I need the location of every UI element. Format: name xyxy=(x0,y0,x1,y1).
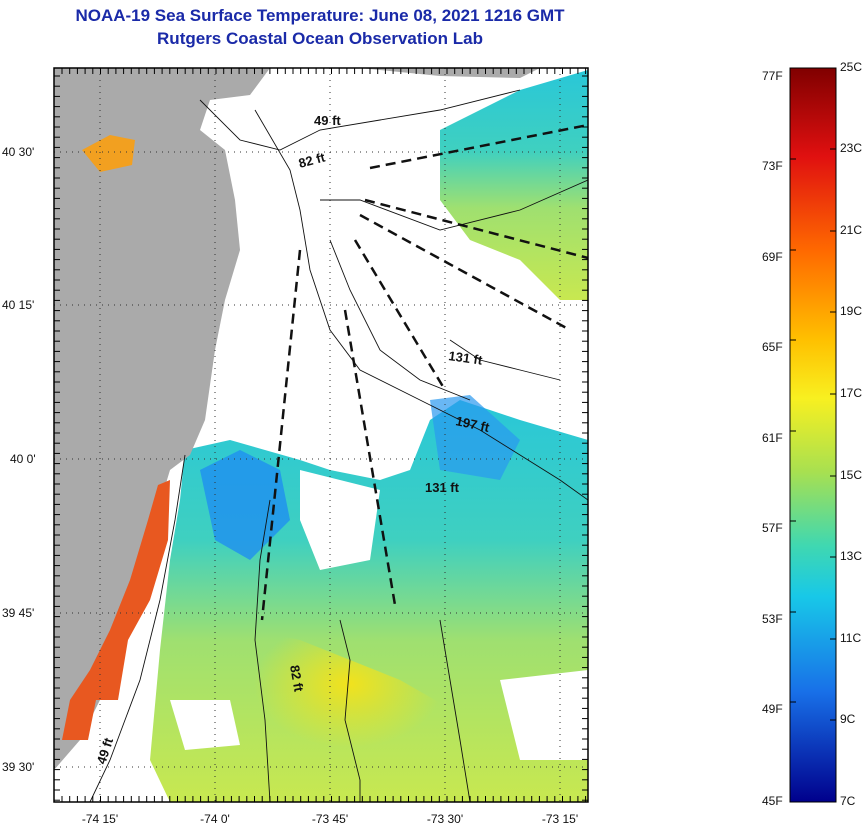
depth-label-82ft-south: 82 ft xyxy=(287,664,307,694)
lat-label: 40 30' xyxy=(2,145,35,159)
map-title: NOAA-19 Sea Surface Temperature: June 08… xyxy=(75,6,565,25)
depth-label-197ft: 197 ft xyxy=(454,413,491,435)
bathymetry-contours xyxy=(89,89,588,802)
grid-lines xyxy=(54,68,588,802)
colorbar-c-label: 9C xyxy=(840,712,856,726)
colorbar-c-label: 23C xyxy=(840,141,863,155)
colorbar-f-label: 45F xyxy=(762,794,783,808)
depth-label-131ft-east: 131 ft xyxy=(448,348,484,368)
lat-label: 39 30' xyxy=(2,760,35,774)
colorbar-c-label: 19C xyxy=(840,304,863,318)
cloud-patch xyxy=(300,470,380,570)
lon-label: -74 15' xyxy=(81,812,119,826)
lon-label: -73 30' xyxy=(426,812,464,826)
colorbar-f-label: 69F xyxy=(762,250,783,264)
colorbar-c-label: 15C xyxy=(840,468,863,482)
colorbar-f-label: 57F xyxy=(762,521,783,535)
lon-label: -74 0' xyxy=(200,812,230,826)
colorbar-c-label: 21C xyxy=(840,223,863,237)
warm-bay-patch xyxy=(82,135,135,172)
colorbar-c-label: 11C xyxy=(840,631,862,645)
lon-label: -73 45' xyxy=(311,812,349,826)
colorbar-f-label: 77F xyxy=(762,69,783,83)
lon-label: -73 15' xyxy=(541,812,579,826)
land-new-jersey xyxy=(54,68,270,770)
depth-label-82ft-north: 82 ft xyxy=(297,149,327,171)
cloud-patch-southeast xyxy=(500,670,588,760)
colorbar-c-label: 17C xyxy=(840,386,863,400)
colorbar-f-label: 61F xyxy=(762,431,783,445)
sst-field-northeast xyxy=(440,70,588,300)
colorbar-ticks xyxy=(790,148,836,721)
colorbar-f-label: 53F xyxy=(762,612,783,626)
map-frame xyxy=(53,67,589,803)
colorbar-c-label: 7C xyxy=(840,794,856,808)
land-long-island xyxy=(360,68,540,78)
lat-label: 39 45' xyxy=(2,606,35,620)
colorbar-f-label: 65F xyxy=(762,340,783,354)
colorbar xyxy=(789,67,837,803)
map-subtitle: Rutgers Coastal Ocean Observation Lab xyxy=(157,29,483,48)
lat-label: 40 0' xyxy=(10,452,36,466)
warm-coastal-strip xyxy=(62,480,170,740)
transect-lines xyxy=(260,123,589,621)
depth-label-131ft-south: 131 ft xyxy=(425,480,460,495)
depth-label-49ft-north: 49 ft xyxy=(314,113,341,128)
lat-label: 40 15' xyxy=(2,298,35,312)
cloud-patch-south xyxy=(170,700,240,750)
colorbar-f-label: 49F xyxy=(762,702,783,716)
axis-ticks xyxy=(54,68,588,802)
colorbar-f-label: 73F xyxy=(762,159,783,173)
colorbar-c-label: 25C xyxy=(840,60,863,74)
colorbar-c-label: 13C xyxy=(840,549,863,563)
sst-cool-patch xyxy=(200,450,290,560)
